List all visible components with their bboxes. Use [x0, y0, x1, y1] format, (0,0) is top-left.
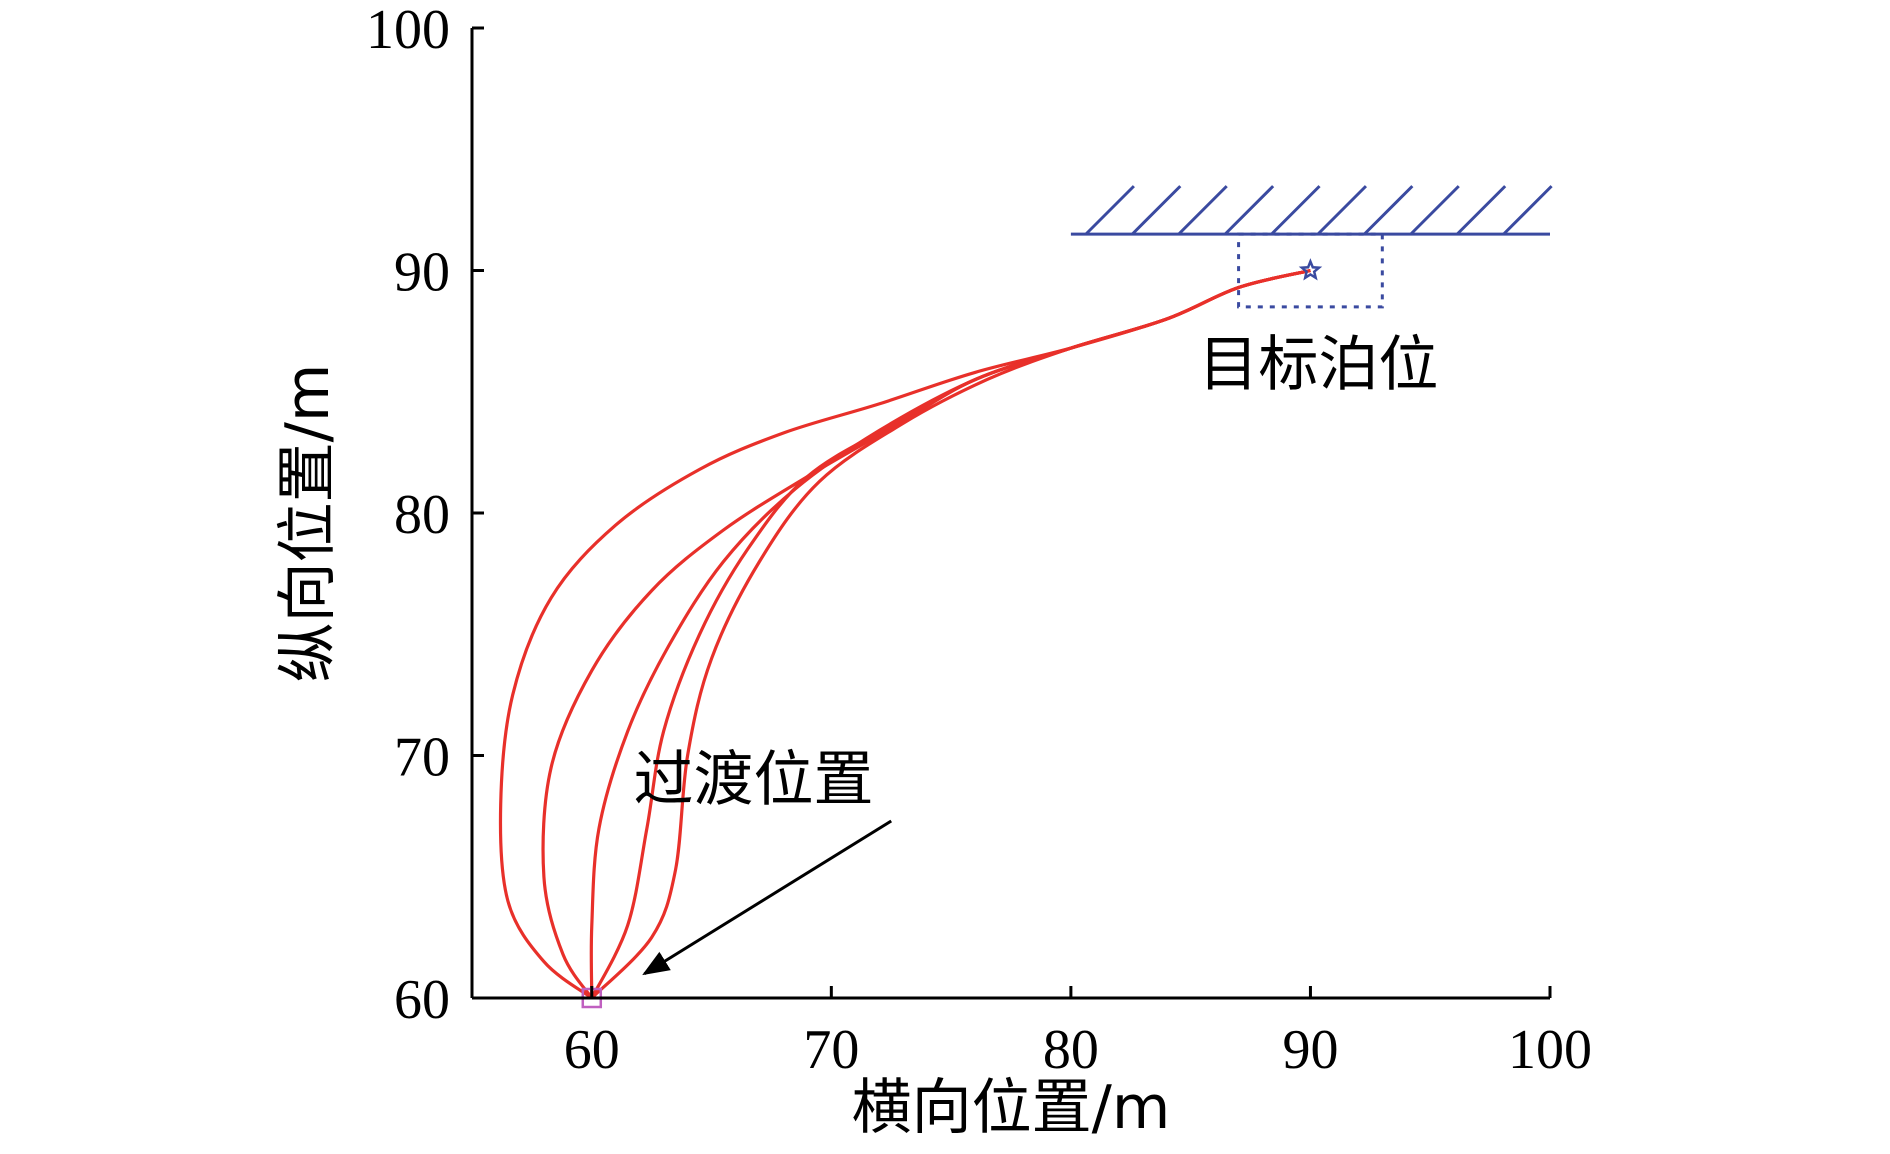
y-tick-label: 60: [394, 969, 450, 1031]
x-tick-label: 70: [803, 1019, 859, 1081]
transition-position-annotation: 过渡位置: [633, 745, 873, 815]
y-tick-label: 80: [394, 484, 450, 546]
y-tick-label: 100: [366, 0, 450, 61]
trajectory-line-2: [541, 268, 1311, 999]
label-layer: 横向位置/m 纵向位置/m 目标泊位 过渡位置: [273, 330, 1438, 1143]
wall-hatch: [1131, 185, 1182, 236]
trajectory-line-5: [590, 268, 1311, 1000]
y-axis-label: 纵向位置/m: [273, 364, 343, 683]
wall-hatch: [1363, 185, 1414, 236]
wall-hatch: [1084, 185, 1135, 236]
target-berth-annotation: 目标泊位: [1198, 330, 1438, 400]
wall-hatch: [1316, 185, 1368, 236]
x-tick-label: 80: [1043, 1019, 1099, 1081]
plot-layer: [498, 185, 1553, 1009]
wall-hatch: [1456, 185, 1507, 236]
wall-hatch: [1224, 185, 1275, 236]
x-axis-label: 横向位置/m: [852, 1073, 1171, 1143]
trajectory-line-1: [498, 268, 1311, 1000]
transition-arrow: [642, 819, 893, 976]
wall-hatch: [1409, 185, 1460, 236]
wall-hatch: [1270, 185, 1321, 236]
target-berth-box: [1237, 232, 1384, 309]
y-tick-label: 70: [394, 727, 450, 789]
y-tick-label: 90: [394, 242, 450, 304]
wall-hatch: [1177, 185, 1228, 236]
target-star-marker: [1298, 258, 1323, 281]
x-tick-label: 60: [564, 1019, 620, 1081]
x-tick-label: 90: [1282, 1019, 1338, 1081]
x-tick-label: 100: [1508, 1019, 1592, 1081]
wall-hatch: [1502, 185, 1553, 236]
axes-layer: 60 70 80 90 100 60 70 80 90 100: [366, 0, 1592, 1081]
